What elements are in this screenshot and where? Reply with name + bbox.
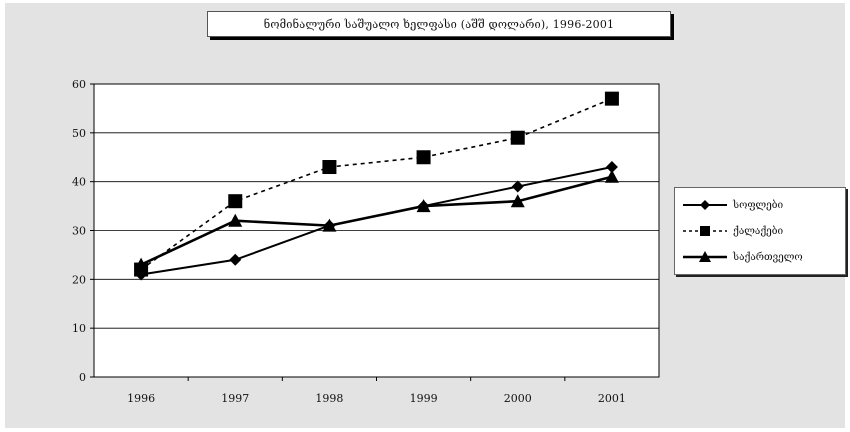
x-tick-label: 1998 xyxy=(315,392,343,405)
line-chart: 0 10 20 30 40 50 60 1996 1997 1998 1999 2000 2001 xyxy=(72,78,660,405)
legend-item-cities: ქალაქები xyxy=(675,221,845,241)
data-point-triangle xyxy=(416,199,431,213)
legend-item-georgia: საქართველო xyxy=(675,247,845,267)
y-tick-label: 20 xyxy=(72,273,86,286)
data-point-triangle xyxy=(228,213,243,227)
x-tick-label: 1997 xyxy=(221,392,249,405)
y-tick-label: 10 xyxy=(72,322,86,335)
data-point-triangle xyxy=(604,169,619,183)
data-point-square xyxy=(604,91,619,106)
legend-label: ქალაქები xyxy=(733,225,784,237)
legend: სოფლები ქალაქები საქართველო xyxy=(674,187,846,275)
legend-label: საქართველო xyxy=(733,251,803,263)
legend-square-marker-icon xyxy=(683,226,727,236)
chart-title: ნომინალური საშუალო ხელფასი (აშშ დოლარი),… xyxy=(207,11,671,37)
chart-area: 0 10 20 30 40 50 60 1996 1997 1998 1999 2000 2001 ნ… xyxy=(5,3,846,428)
legend-item-villages: სოფლები xyxy=(675,195,845,215)
data-point-square xyxy=(228,194,243,209)
legend-triangle-marker-icon xyxy=(683,251,727,262)
x-tick-label: 2000 xyxy=(504,392,532,405)
x-tick-label: 1999 xyxy=(410,392,438,405)
data-point-triangle xyxy=(322,218,337,232)
data-point-diamond xyxy=(135,268,148,281)
data-point-diamond xyxy=(605,161,618,174)
y-tick-label: 30 xyxy=(72,225,86,238)
data-point-square xyxy=(510,130,525,145)
y-tick-label: 50 xyxy=(72,127,86,140)
legend-diamond-marker-icon xyxy=(683,200,727,210)
series-line-triangle xyxy=(140,175,613,266)
data-point-square xyxy=(416,150,431,165)
x-tick-label: 2001 xyxy=(598,392,626,405)
y-tick-label: 0 xyxy=(79,371,86,384)
x-tick-label: 1996 xyxy=(127,392,155,405)
y-tick-label: 40 xyxy=(72,176,86,189)
series-line-square xyxy=(140,97,613,271)
data-point-triangle xyxy=(510,194,525,208)
data-point-diamond xyxy=(511,180,524,193)
data-point-triangle xyxy=(134,257,149,271)
data-point-square xyxy=(322,160,337,175)
legend-label: სოფლები xyxy=(733,199,784,211)
y-tick-label: 60 xyxy=(72,78,86,91)
